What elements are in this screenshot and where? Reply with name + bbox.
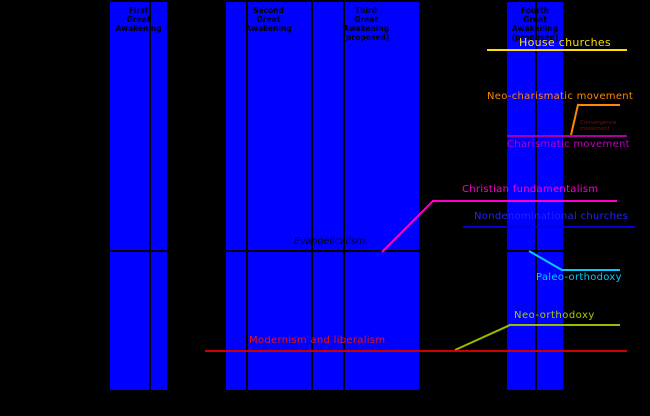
bar-title-line: Great	[256, 15, 281, 24]
bar-title-line: Second	[253, 6, 284, 15]
paleo-orthodoxy-label: Paleo-orthodoxy	[536, 272, 622, 283]
bar-title-second-great-awakening: Second Great Awakening	[226, 6, 311, 33]
timeline-bar-second-great-awakening: Second Great Awakening	[226, 2, 311, 390]
evangelicalism-line	[110, 250, 627, 252]
evangelicalism-label: Evangelicalism	[294, 236, 366, 247]
charismatic-line	[507, 135, 627, 137]
christian-fundamentalism-label: Christian fundamentalism	[462, 184, 599, 195]
modernism-liberalism-label: Modernism and liberalism	[249, 335, 386, 346]
nondenominational-churches-line	[463, 226, 635, 228]
neo-charismatic-line	[577, 104, 620, 106]
year-gridline	[149, 0, 151, 416]
convergence-label-line: movement	[580, 125, 610, 132]
bar-title-line: Third	[354, 6, 378, 15]
modernism-liberalism-line	[205, 350, 627, 352]
year-gridline	[343, 0, 345, 416]
bar-title-line: Awakening	[342, 24, 390, 33]
house-churches-line	[487, 49, 627, 51]
neo-orthodoxy-line	[509, 324, 620, 326]
paleo-orthodoxy-line	[561, 269, 620, 271]
convergence-label-line: Convergence	[580, 120, 617, 126]
bar-title-line: (proposed)	[342, 33, 390, 42]
bar-title-line: Awakening	[245, 24, 292, 33]
bar-title-third-great-awakening: Third Great Awakening (proposed)	[313, 6, 419, 42]
bar-title-line: Great	[354, 15, 378, 24]
bar-title-line: Awakening	[115, 24, 162, 33]
year-gridline	[535, 0, 537, 416]
bar-title-line: Awakening	[507, 24, 563, 33]
timeline-bar-first-great-awakening: First Great Awakening	[110, 2, 167, 390]
timeline-bar-third-great-awakening: Third Great Awakening (proposed)	[313, 2, 419, 390]
year-gridline	[439, 0, 441, 416]
nondenominational-churches-label: Nondenominational churches	[474, 211, 629, 222]
neo-charismatic-connector-line	[570, 103, 580, 136]
bar-title-line: First	[128, 6, 149, 15]
bar-title-line: Great	[126, 15, 151, 24]
neo-charismatic-label: Neo-charismatic movement	[487, 91, 634, 102]
christian-fundamentalism-line	[432, 200, 617, 202]
year-gridline	[246, 0, 248, 416]
convergence-label: Convergence movement	[580, 120, 617, 132]
charismatic-label: Charismatic movement	[507, 139, 630, 150]
bar-title-first-great-awakening: First Great Awakening	[110, 6, 167, 33]
neo-orthodoxy-label: Neo-orthodoxy	[514, 310, 595, 321]
house-churches-label: House churches	[519, 36, 611, 49]
neo-orthodoxy-branch-line	[454, 324, 511, 351]
